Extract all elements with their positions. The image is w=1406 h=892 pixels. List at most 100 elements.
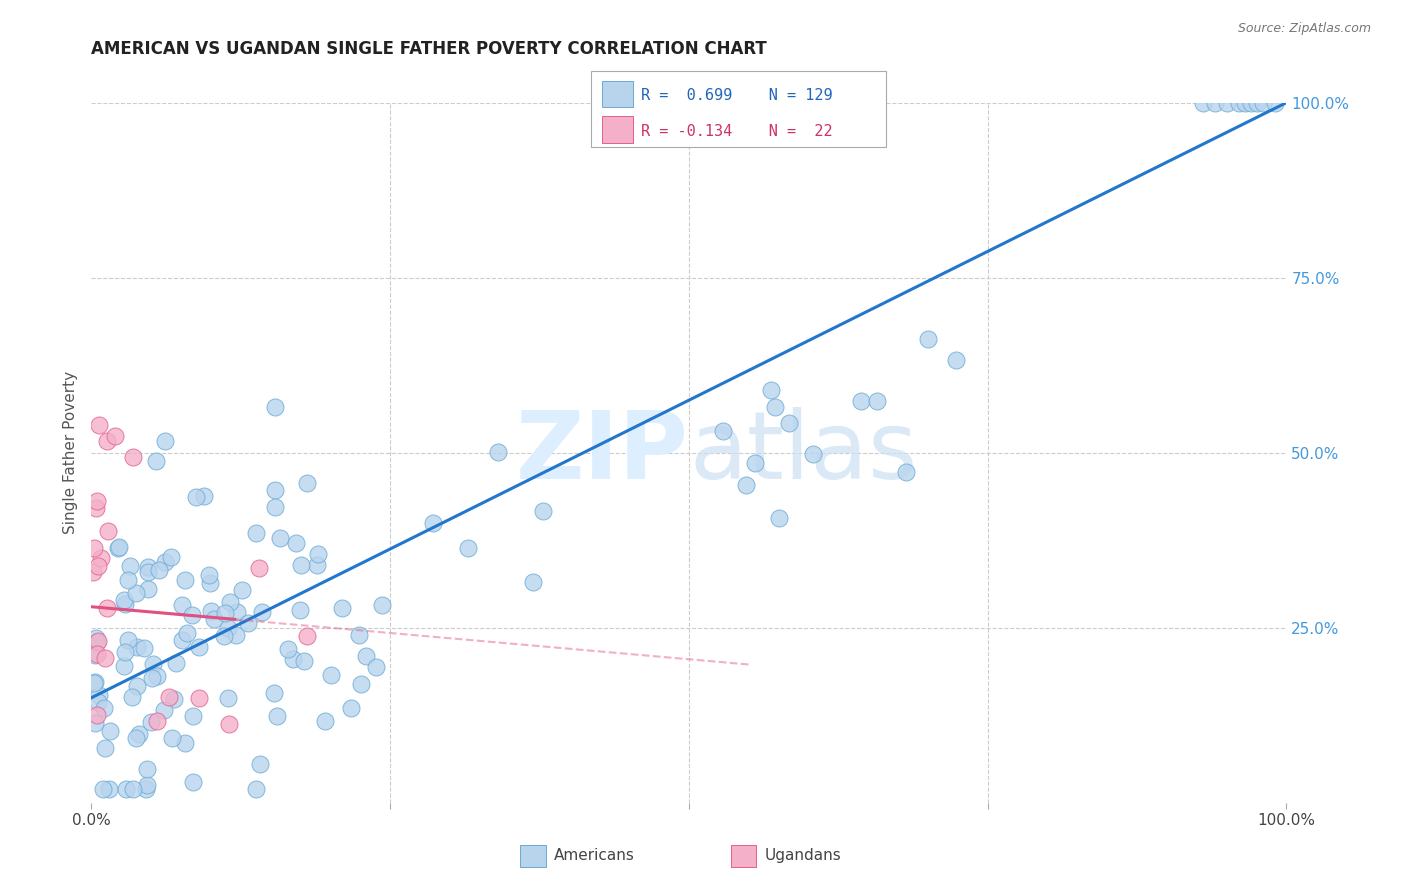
Point [945,352,967,367]
Point [249,757,271,772]
Point [1215,95,1237,110]
Point [174,573,197,587]
Point [104,429,127,443]
Point [86,494,108,508]
Point [157,690,180,705]
Point [247,561,270,575]
Point [319,668,342,682]
Point [851,393,873,408]
Point [768,511,790,525]
Point [354,649,377,664]
Point [125,731,148,745]
Point [160,731,183,745]
Point [340,701,363,715]
Text: atlas: atlas [689,407,917,499]
Point [86,634,108,648]
Point [218,717,240,731]
Point [295,476,318,491]
Point [1246,95,1268,110]
Point [170,598,193,612]
Point [134,641,156,656]
Point [269,531,291,545]
Point [422,516,444,530]
Point [866,394,889,409]
Point [245,525,267,540]
Point [734,478,756,492]
Point [84,715,107,730]
Point [98,723,121,738]
Point [200,604,222,618]
Point [180,607,202,622]
Point [186,491,208,505]
Point [114,781,136,796]
Point [314,714,336,728]
Point [112,593,135,607]
Point [713,424,735,438]
Point [83,675,105,690]
Point [155,434,177,448]
Point [181,774,204,789]
Point [86,707,108,722]
Point [307,547,329,561]
Point [330,601,353,615]
Point [214,607,236,621]
Point [350,677,373,691]
Point [295,629,318,643]
Point [87,417,110,432]
Point [148,562,170,576]
Point [277,641,299,656]
Point [778,416,800,430]
Point [82,565,104,579]
Point [160,549,183,564]
Point [153,703,176,717]
Point [128,726,150,740]
Point [305,558,328,572]
Point [266,709,288,723]
Point [801,447,824,461]
Point [139,715,162,730]
Point [127,640,149,654]
Point [263,686,285,700]
Point [120,558,142,573]
Point [96,600,118,615]
Point [763,400,786,414]
Text: Ugandans: Ugandans [765,848,842,863]
Point [759,384,782,398]
Point [284,536,307,550]
Point [84,501,107,516]
Point [283,652,305,666]
Point [83,541,105,555]
Point [146,714,169,729]
Point [84,648,107,662]
Text: ZIP: ZIP [516,407,689,499]
Point [153,555,176,569]
Point [219,595,242,609]
Text: AMERICAN VS UGANDAN SINGLE FATHER POVERTY CORRELATION CHART: AMERICAN VS UGANDAN SINGLE FATHER POVERT… [91,40,768,58]
Point [93,741,115,756]
Point [198,575,221,590]
Point [121,690,143,704]
Point [98,781,121,796]
Point [894,465,917,479]
Point [108,541,131,555]
Point [87,695,110,709]
Point [125,586,148,600]
Point [245,781,267,796]
Point [366,660,388,674]
Point [122,450,145,464]
Point [917,332,939,346]
Text: R = -0.134    N =  22: R = -0.134 N = 22 [641,124,832,139]
Point [263,500,285,514]
Point [136,559,159,574]
Point [1192,95,1215,110]
Point [93,701,115,715]
Point [165,656,187,670]
Point [163,692,186,706]
Point [264,400,287,414]
Point [97,524,120,539]
Point [86,647,108,661]
Point [533,504,555,518]
Point [264,483,287,497]
Point [1204,95,1226,110]
Point [1240,95,1263,110]
